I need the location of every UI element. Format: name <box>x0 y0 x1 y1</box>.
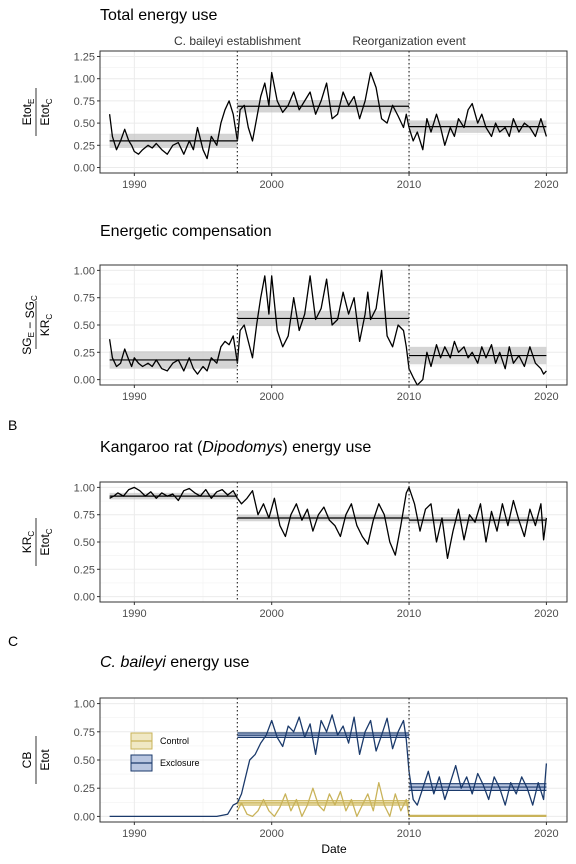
panel-label: B <box>8 417 17 433</box>
y-tick-label: 0.50 <box>74 320 95 332</box>
label-part: Etot <box>38 534 52 556</box>
label-subscript: C <box>45 314 54 320</box>
x-tick-label: 2000 <box>259 391 283 403</box>
title-part: C. baileyi <box>100 654 166 671</box>
y-tick-label: 0.00 <box>74 592 95 604</box>
y-tick-label: 0.25 <box>74 783 95 795</box>
x-tick-label: 2020 <box>534 179 558 191</box>
y-axis-label-text: Etot <box>38 749 52 771</box>
label-part: SG <box>23 301 37 318</box>
x-axis-label: Date <box>321 842 347 856</box>
label-part: Etot <box>38 104 52 126</box>
y-tick-label: 0.75 <box>74 510 95 522</box>
y-tick-label: 0.75 <box>74 96 95 108</box>
panel-2: 0.00 0.25 0.50 0.75 1.00 1990 2000 2010 2020 B Ene… <box>8 223 567 433</box>
title-part: Dipodomys <box>202 439 282 456</box>
x-tick-label: 1990 <box>122 608 146 620</box>
title-part: Kangaroo rat ( <box>100 439 203 456</box>
y-axis-label: CB Etot <box>20 736 52 784</box>
y-tick-label: 1.00 <box>74 74 95 86</box>
label-subscript: C <box>30 295 39 301</box>
y-axis-label-text: EtotC <box>38 98 54 125</box>
y-tick-label: 1.25 <box>74 51 95 63</box>
x-tick-label: 2000 <box>259 608 283 620</box>
x-tick-label: 1990 <box>122 391 146 403</box>
event-annotation: Reorganization event <box>352 34 466 48</box>
label-part: KR <box>20 536 34 553</box>
y-tick-label: 0.00 <box>74 375 95 387</box>
label-subscript: C <box>45 98 54 104</box>
panel-label: D <box>8 0 18 3</box>
panel-1: 0.00 0.25 0.50 0.75 1.00 1.25 1990 2000 2010 2020… <box>20 7 567 191</box>
x-tick-label: 2000 <box>259 179 283 191</box>
label-subscript: C <box>45 528 54 534</box>
y-tick-label: 0.75 <box>74 293 95 305</box>
x-tick-label: 2020 <box>534 828 558 840</box>
x-tick-label: 2020 <box>534 391 558 403</box>
y-axis-label-text: CB <box>20 752 34 769</box>
panel-title: Total energy use <box>100 7 218 24</box>
y-axis-label-text: KRC <box>38 314 54 337</box>
panel-title: Energetic compensation <box>100 223 272 240</box>
y-tick-label: 1.00 <box>74 265 95 277</box>
y-tick-label: 0.50 <box>74 537 95 549</box>
y-tick-label: 0.50 <box>74 118 95 130</box>
y-axis-label-text: KRC <box>20 531 36 554</box>
label-subscript: E <box>27 99 36 104</box>
y-axis-label-text: EtotE <box>20 99 36 126</box>
x-tick-label: 2020 <box>534 608 558 620</box>
event-annotation: C. baileyi establishment <box>174 34 301 48</box>
x-tick-label: 2010 <box>397 608 421 620</box>
legend-label: Exclosure <box>160 758 200 768</box>
x-tick-label: 1990 <box>122 179 146 191</box>
x-tick-label: 2000 <box>259 828 283 840</box>
y-tick-label: 0.50 <box>74 755 95 767</box>
legend-label: Control <box>160 736 189 746</box>
y-axis-label-text: EtotC <box>38 528 54 555</box>
x-tick-label: 1990 <box>122 828 146 840</box>
panel-title: Kangaroo rat (Dipodomys) energy use <box>100 439 371 456</box>
panel-3: 0.00 0.25 0.50 0.75 1.00 1990 2000 2010 2020 C Kan… <box>8 439 567 649</box>
y-tick-label: 0.25 <box>74 140 95 152</box>
y-tick-label: 1.00 <box>74 699 95 711</box>
y-tick-label: 0.00 <box>74 163 95 175</box>
y-tick-label: 1.00 <box>74 482 95 494</box>
panel-title: C. baileyi energy use <box>100 654 250 671</box>
title-part: energy use <box>166 654 250 671</box>
label-part: CB <box>20 752 34 769</box>
label-part: Etot <box>38 749 52 771</box>
panel-label: C <box>8 633 18 649</box>
y-tick-label: 0.25 <box>74 564 95 576</box>
label-part: − <box>23 322 37 329</box>
x-tick-label: 2010 <box>397 179 421 191</box>
y-tick-label: 0.00 <box>74 811 95 823</box>
label-part: Etot <box>20 103 34 125</box>
label-part: SG <box>20 337 34 354</box>
label-part: KR <box>38 319 52 336</box>
y-tick-label: 0.75 <box>74 727 95 739</box>
y-tick-label: 0.25 <box>74 347 95 359</box>
x-tick-label: 2010 <box>397 828 421 840</box>
x-tick-label: 2010 <box>397 391 421 403</box>
label-subscript: C <box>27 531 36 537</box>
title-part: ) energy use <box>282 439 371 456</box>
